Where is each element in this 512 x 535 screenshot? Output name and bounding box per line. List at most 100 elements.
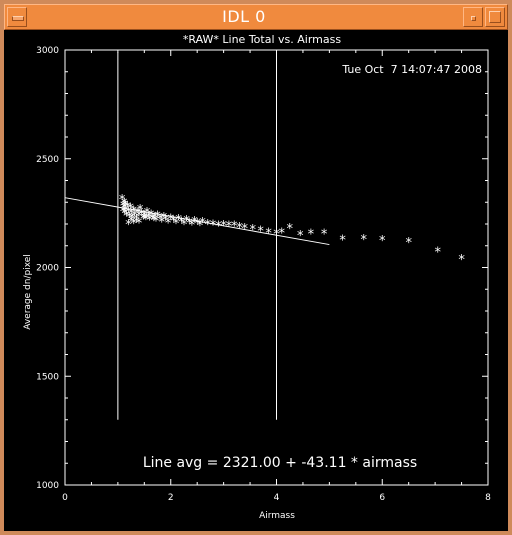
data-point: *: [141, 209, 148, 224]
data-point: *: [191, 215, 198, 230]
data-point: *: [121, 202, 128, 217]
data-point: *: [138, 208, 145, 223]
data-point: *: [141, 211, 148, 226]
data-point: *: [123, 204, 130, 219]
x-axis-label: Airmass: [259, 511, 295, 521]
y-axis-label: Average dn/pixel: [23, 254, 33, 330]
data-point: *: [194, 217, 201, 232]
data-point: *: [189, 218, 196, 233]
minimize-icon[interactable]: [463, 7, 483, 27]
data-point: *: [128, 207, 135, 222]
data-point: *: [205, 218, 212, 233]
data-point: *: [143, 213, 150, 228]
fit-line: [64, 197, 330, 246]
window-menu-icon[interactable]: [7, 7, 27, 27]
data-point: *: [242, 222, 249, 237]
data-point: *: [308, 228, 315, 243]
data-point: *: [186, 216, 193, 231]
data-point: *: [144, 206, 151, 221]
data-point: *: [121, 196, 128, 211]
data-point: *: [170, 215, 177, 230]
data-point: *: [127, 202, 134, 217]
maximize-icon[interactable]: [485, 7, 505, 27]
data-point: *: [249, 223, 256, 238]
data-point: *: [226, 220, 233, 235]
chart-title: *RAW* Line Total vs. Airmass: [183, 33, 341, 46]
data-point: *: [236, 221, 243, 236]
data-point: *: [153, 215, 160, 230]
data-point: *: [125, 218, 132, 233]
data-point: *: [126, 210, 133, 225]
data-point: *: [120, 200, 127, 215]
data-point: *: [120, 205, 127, 220]
data-point: *: [137, 203, 144, 218]
data-point: *: [128, 215, 135, 230]
data-point: *: [175, 213, 182, 228]
data-point: *: [119, 193, 126, 208]
data-point: *: [151, 214, 158, 229]
data-point: *: [140, 212, 147, 227]
data-point: *: [181, 218, 188, 233]
data-point: *: [321, 228, 328, 243]
window-title: IDL 0: [222, 7, 266, 26]
data-point: *: [458, 253, 465, 268]
data-point: *: [279, 227, 286, 242]
data-point: *: [130, 205, 137, 220]
plot-area: *RAW* Line Total vs. Airmass Tue Oct 7 1…: [4, 30, 508, 531]
scatter-chart: *RAW* Line Total vs. Airmass Tue Oct 7 1…: [23, 33, 491, 521]
data-point: *: [133, 213, 140, 228]
data-point: *: [231, 219, 238, 234]
chart-timestamp: Tue Oct 7 14:07:47 2008: [341, 63, 482, 76]
data-point: *: [220, 219, 227, 234]
data-point: *: [199, 216, 206, 231]
data-point: *: [379, 234, 386, 249]
data-point: *: [215, 219, 222, 234]
data-point: *: [297, 229, 304, 244]
data-point: *: [161, 211, 168, 226]
data-point: *: [130, 217, 137, 232]
data-point: *: [152, 211, 159, 226]
y-tick-label: 3000: [36, 46, 59, 56]
data-point: *: [132, 209, 139, 224]
data-point: *: [136, 210, 143, 225]
data-point: *: [154, 210, 161, 225]
data-point: *: [286, 222, 293, 237]
data-point: *: [136, 216, 143, 231]
data-point: *: [148, 208, 155, 223]
data-point: *: [125, 205, 132, 220]
data-point: *: [197, 219, 204, 234]
x-tick-label: 0: [62, 493, 68, 503]
x-tick-label: 2: [168, 493, 174, 503]
title-bar[interactable]: IDL 0: [4, 4, 508, 30]
y-tick-label: 1500: [36, 372, 59, 382]
data-point: *: [273, 228, 280, 243]
data-point: *: [162, 214, 169, 229]
data-point: *: [360, 233, 367, 248]
data-point: *: [133, 215, 140, 230]
data-point: *: [124, 201, 131, 216]
data-point: *: [168, 213, 175, 228]
fit-equation-annotation: Line avg = 2321.00 + -43.11 * airmass: [143, 455, 417, 471]
data-point: *: [145, 210, 152, 225]
y-tick-label: 1000: [36, 481, 59, 491]
x-tick-label: 4: [274, 493, 280, 503]
y-tick-label: 2500: [36, 155, 59, 165]
data-point: *: [435, 245, 442, 260]
data-point: *: [405, 236, 412, 251]
data-point: *: [173, 217, 180, 232]
data-point: *: [149, 212, 156, 227]
data-point: *: [265, 226, 272, 241]
y-tick-label: 2000: [36, 264, 59, 274]
data-point: *: [178, 215, 185, 230]
x-tick-label: 8: [485, 493, 491, 503]
data-point: *: [159, 215, 166, 230]
data-point: *: [183, 214, 190, 229]
data-point: *: [165, 216, 172, 231]
data-point: *: [129, 211, 136, 226]
data-point: *: [135, 206, 142, 221]
data-point: *: [157, 212, 164, 227]
data-point: *: [339, 234, 346, 249]
data-point: *: [257, 225, 264, 240]
x-tick-label: 6: [379, 493, 385, 503]
data-point: *: [146, 214, 153, 229]
